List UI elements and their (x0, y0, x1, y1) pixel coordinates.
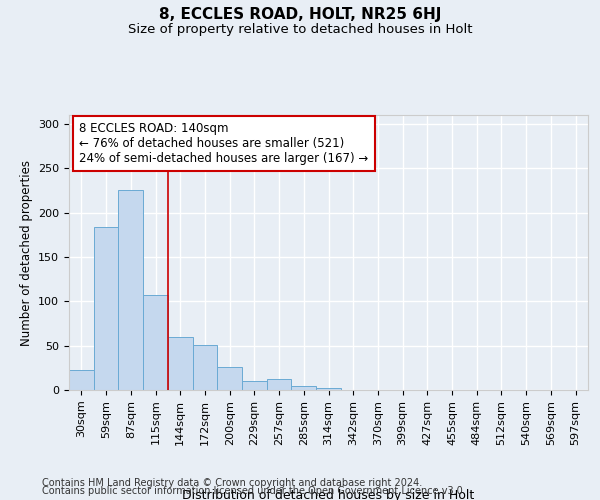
Bar (292, 386, 316, 390)
Y-axis label: Number of detached properties: Number of detached properties (20, 160, 32, 346)
Bar (168, 337, 193, 390)
Bar (143, 295, 168, 390)
Bar (242, 381, 267, 390)
Bar (267, 380, 292, 390)
Text: Size of property relative to detached houses in Holt: Size of property relative to detached ho… (128, 22, 472, 36)
Text: 8, ECCLES ROAD, HOLT, NR25 6HJ: 8, ECCLES ROAD, HOLT, NR25 6HJ (159, 8, 441, 22)
Text: 8 ECCLES ROAD: 140sqm
← 76% of detached houses are smaller (521)
24% of semi-det: 8 ECCLES ROAD: 140sqm ← 76% of detached … (79, 122, 368, 165)
Bar (118, 190, 143, 390)
Bar (316, 388, 341, 390)
Bar (193, 345, 217, 390)
Bar (217, 367, 242, 390)
Text: Contains public sector information licensed under the Open Government Licence v3: Contains public sector information licen… (42, 486, 466, 496)
Bar (94, 227, 118, 390)
X-axis label: Distribution of detached houses by size in Holt: Distribution of detached houses by size … (182, 490, 475, 500)
Bar (69, 370, 94, 390)
Text: Contains HM Land Registry data © Crown copyright and database right 2024.: Contains HM Land Registry data © Crown c… (42, 478, 422, 488)
